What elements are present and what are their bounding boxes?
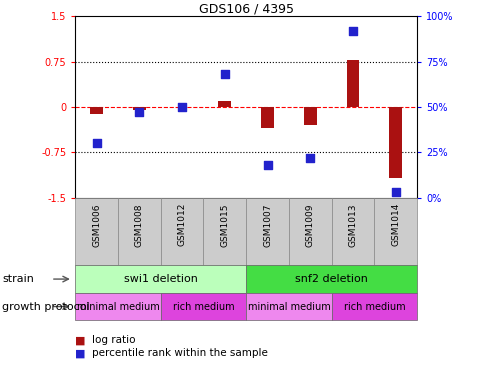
Text: rich medium: rich medium bbox=[343, 302, 404, 311]
Point bbox=[220, 71, 228, 77]
Text: ■: ■ bbox=[75, 348, 86, 358]
Bar bbox=[118, 198, 160, 265]
Bar bbox=[90, 107, 103, 114]
Bar bbox=[374, 198, 416, 265]
Text: GSM1007: GSM1007 bbox=[262, 203, 272, 247]
Text: snf2 deletion: snf2 deletion bbox=[295, 274, 367, 284]
Bar bbox=[245, 198, 288, 265]
Text: log ratio: log ratio bbox=[92, 335, 136, 346]
Point bbox=[348, 28, 356, 34]
Bar bbox=[75, 293, 160, 320]
Text: GSM1015: GSM1015 bbox=[220, 203, 229, 247]
Text: percentile rank within the sample: percentile rank within the sample bbox=[92, 348, 268, 358]
Bar bbox=[288, 198, 331, 265]
Bar bbox=[346, 60, 359, 107]
Text: minimal medium: minimal medium bbox=[247, 302, 330, 311]
Bar bbox=[331, 198, 374, 265]
Point bbox=[92, 140, 100, 146]
Point bbox=[391, 189, 399, 195]
Bar bbox=[245, 265, 416, 293]
Text: minimal medium: minimal medium bbox=[76, 302, 159, 311]
Text: rich medium: rich medium bbox=[172, 302, 234, 311]
Bar bbox=[75, 198, 118, 265]
Text: GSM1012: GSM1012 bbox=[177, 203, 186, 246]
Bar bbox=[75, 265, 245, 293]
Bar bbox=[245, 293, 331, 320]
Text: GSM1008: GSM1008 bbox=[135, 203, 143, 247]
Text: growth protocol: growth protocol bbox=[2, 302, 90, 311]
Bar bbox=[331, 293, 416, 320]
Bar bbox=[133, 107, 145, 110]
Text: swi1 deletion: swi1 deletion bbox=[123, 274, 197, 284]
Text: GSM1006: GSM1006 bbox=[92, 203, 101, 247]
Text: GSM1014: GSM1014 bbox=[391, 203, 399, 246]
Bar bbox=[218, 101, 231, 107]
Text: GSM1013: GSM1013 bbox=[348, 203, 357, 247]
Bar bbox=[260, 107, 273, 128]
Text: ■: ■ bbox=[75, 335, 86, 346]
Bar bbox=[389, 107, 401, 178]
Bar bbox=[160, 293, 245, 320]
Title: GDS106 / 4395: GDS106 / 4395 bbox=[198, 2, 293, 15]
Bar bbox=[203, 198, 245, 265]
Bar bbox=[160, 198, 203, 265]
Point bbox=[178, 104, 185, 110]
Point bbox=[263, 162, 271, 168]
Text: strain: strain bbox=[2, 274, 34, 284]
Bar bbox=[303, 107, 316, 125]
Point bbox=[135, 109, 143, 115]
Text: GSM1009: GSM1009 bbox=[305, 203, 314, 247]
Point bbox=[306, 155, 314, 161]
